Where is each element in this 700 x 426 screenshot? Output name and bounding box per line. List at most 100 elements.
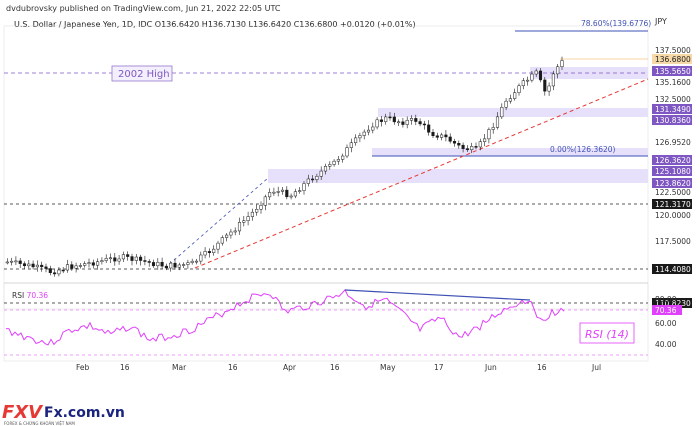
candle-body xyxy=(298,190,302,192)
candle-body xyxy=(143,260,147,262)
price-tag-dark xyxy=(652,264,692,274)
high-2002-box xyxy=(111,65,173,82)
candle-body xyxy=(139,256,143,261)
price-tag-value: 131.3490 xyxy=(655,105,691,114)
candle-body xyxy=(242,220,246,223)
logo-tagline: FOREX & CHỨNG KHOÁN VIỆT NAM xyxy=(4,421,75,426)
candle-body xyxy=(444,134,448,138)
candle-body xyxy=(483,138,487,142)
price-tick: 126.9520 xyxy=(655,138,691,147)
rsi-current-value: 70.36 xyxy=(655,306,677,315)
rsi-tick: 60.00 xyxy=(655,319,677,328)
candle-body xyxy=(474,146,478,148)
candle-body xyxy=(392,116,396,123)
candle-body xyxy=(371,126,375,131)
candle-body xyxy=(276,191,280,193)
candle-body xyxy=(164,265,168,269)
candle-body xyxy=(182,264,186,266)
price-tag-box xyxy=(652,178,692,188)
support-trendline-blue xyxy=(164,177,269,269)
candle-body xyxy=(543,79,547,92)
time-tick: 17 xyxy=(434,363,444,372)
candle-body xyxy=(388,116,392,119)
candle-body xyxy=(289,195,293,198)
candle-body xyxy=(61,269,65,272)
candle-body xyxy=(83,263,87,266)
candle-body xyxy=(530,73,534,81)
candle-body xyxy=(272,191,276,194)
candle-body xyxy=(126,254,130,257)
price-tag-dark xyxy=(652,298,692,308)
candle-body xyxy=(268,192,272,198)
candle-body xyxy=(121,254,125,260)
current-price-tag xyxy=(652,54,692,64)
candle-body xyxy=(418,121,422,125)
candle-body xyxy=(375,119,379,128)
candle-body xyxy=(151,262,156,267)
candle-body xyxy=(220,237,224,244)
fib-786-label: 78.60%(139.6776) xyxy=(581,19,651,28)
candle-body xyxy=(70,264,74,269)
candle-body xyxy=(470,146,474,151)
candle-body xyxy=(440,134,444,138)
candle-body xyxy=(422,123,426,126)
candle-body xyxy=(113,257,117,262)
candle-body xyxy=(160,261,164,267)
candle-body xyxy=(349,142,353,148)
rsi-divergence-line xyxy=(344,289,531,301)
candle-body xyxy=(431,132,435,137)
price-tag-box xyxy=(652,166,692,176)
rsi-tick: 40.00 xyxy=(655,340,677,349)
zone-131 xyxy=(378,108,648,117)
time-tick: 16 xyxy=(537,363,547,372)
candle-body xyxy=(280,189,285,192)
candle-body xyxy=(173,262,177,268)
candle-body xyxy=(22,263,27,267)
time-tick: Feb xyxy=(76,363,90,372)
candle-body xyxy=(358,135,362,139)
price-tick: 117.5000 xyxy=(655,237,691,246)
candle-body xyxy=(354,137,358,144)
candle-body xyxy=(302,183,306,191)
candle-body xyxy=(147,261,151,263)
candle-body xyxy=(504,100,508,108)
candle-body xyxy=(104,258,108,261)
candle-body xyxy=(40,264,44,268)
candle-body xyxy=(96,261,100,266)
rsi-14-box xyxy=(579,322,635,344)
candle-body xyxy=(216,242,220,250)
candle-body xyxy=(508,98,512,102)
candle-body xyxy=(397,121,401,124)
price-tick: 132.5000 xyxy=(655,95,691,104)
candle-body xyxy=(379,119,383,122)
high-2002-label: 2002 High xyxy=(118,69,170,80)
time-tick: Jun xyxy=(484,363,497,372)
price-tag-box xyxy=(652,104,692,114)
candle-body xyxy=(538,70,543,81)
time-tick: 16 xyxy=(120,363,130,372)
candle-body xyxy=(306,178,310,184)
time-tick: Mar xyxy=(172,363,187,372)
candle-body xyxy=(384,116,388,122)
candle-body xyxy=(521,80,525,87)
time-tick: 16 xyxy=(228,363,238,372)
price-tag-box xyxy=(652,115,692,125)
zone-126 xyxy=(372,148,648,156)
price-pane-frame xyxy=(3,25,649,310)
fxv-logo: FXV Fx.com.vn FOREX & CHỨNG KHOÁN VIỆT N… xyxy=(2,402,125,426)
price-tag-dark-value: 121.3170 xyxy=(655,200,691,209)
candle-body xyxy=(461,144,465,149)
candle-body xyxy=(91,262,95,266)
price-tag-value: 126.3620 xyxy=(655,156,691,165)
candle-body xyxy=(452,141,457,144)
candle-body xyxy=(551,73,555,87)
candle-body xyxy=(250,211,254,217)
candle-body xyxy=(517,85,521,93)
zone-125 xyxy=(268,169,648,183)
rsi-current-tag xyxy=(652,305,682,315)
candle-body xyxy=(435,135,439,138)
rsi-pane-frame xyxy=(3,282,649,362)
price-tag-value: 135.5650 xyxy=(655,67,691,76)
candle-body xyxy=(487,129,491,140)
